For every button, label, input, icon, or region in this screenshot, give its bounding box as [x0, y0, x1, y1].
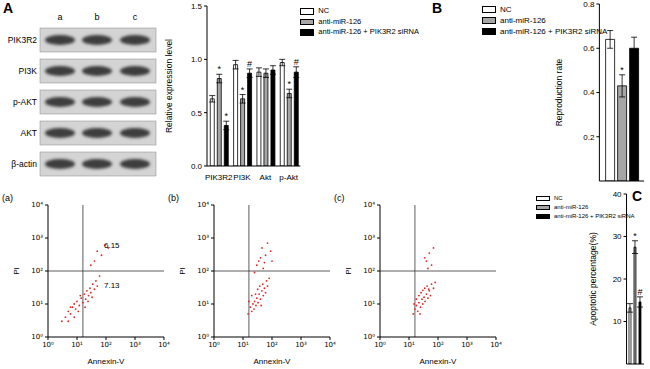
svg-text:10⁴: 10⁴ — [324, 341, 336, 349]
svg-text:Reproduction rate: Reproduction rate — [554, 58, 564, 126]
html-text:B: B — [432, 0, 443, 16]
svg-text:10²: 10² — [363, 267, 375, 275]
svg-text:10⁴: 10⁴ — [490, 341, 502, 349]
svg-text:10⁰: 10⁰ — [374, 341, 386, 349]
svg-text:10¹: 10¹ — [71, 341, 83, 349]
svg-text:p-Akt: p-Akt — [279, 173, 298, 182]
html-text:C: C — [632, 188, 643, 204]
svg-text:10⁰: 10⁰ — [208, 341, 220, 349]
svg-text:10³: 10³ — [31, 234, 43, 242]
html-text:anti-miR-126: anti-miR-126 — [500, 16, 546, 25]
html-text:anti-miR-126 + PIK3R2 siRNA: anti-miR-126 + PIK3R2 siRNA — [318, 27, 419, 36]
svg-text:10²: 10² — [100, 341, 112, 349]
svg-text:10⁴: 10⁴ — [158, 341, 170, 349]
svg-text:*: * — [620, 65, 624, 75]
svg-text:PIK3R2: PIK3R2 — [8, 35, 38, 45]
svg-text:10⁰: 10⁰ — [197, 333, 209, 341]
html-text:(c): (c) — [334, 193, 345, 203]
svg-text:30: 30 — [613, 232, 622, 241]
svg-text:p-AKT: p-AKT — [13, 97, 37, 107]
svg-text:PIK3R2: PIK3R2 — [205, 173, 233, 182]
svg-text:0.8: 0.8 — [583, 0, 595, 9]
svg-text:10³: 10³ — [129, 341, 141, 349]
svg-text:0.6: 0.6 — [583, 44, 595, 53]
svg-text:*: * — [218, 64, 222, 74]
svg-text:10¹: 10¹ — [403, 341, 415, 349]
svg-text:10²: 10² — [266, 341, 278, 349]
svg-text:*: * — [225, 111, 229, 121]
svg-text:0.0: 0.0 — [191, 162, 203, 171]
svg-text:10²: 10² — [432, 341, 444, 349]
svg-text:a: a — [57, 12, 62, 22]
html-text:NC: NC — [500, 5, 512, 14]
svg-text:c: c — [133, 12, 138, 22]
svg-text:10¹: 10¹ — [31, 300, 43, 308]
svg-text:10⁴: 10⁴ — [31, 201, 43, 209]
svg-text:0.5: 0.5 — [191, 109, 203, 118]
html-text:anti-miR-126 + PIK3R2 siRNA: anti-miR-126 + PIK3R2 siRNA — [554, 213, 635, 219]
svg-text:10¹: 10¹ — [197, 300, 209, 308]
html-text:6.15: 6.15 — [104, 241, 120, 250]
html-text:NC: NC — [318, 6, 330, 15]
svg-text:10²: 10² — [197, 267, 209, 275]
svg-text:10³: 10³ — [295, 341, 307, 349]
svg-text:PI3K: PI3K — [19, 66, 38, 76]
svg-text:10⁴: 10⁴ — [363, 201, 375, 209]
svg-text:*: * — [633, 231, 637, 241]
svg-text:10¹: 10¹ — [363, 300, 375, 308]
html-text:(a): (a) — [2, 193, 13, 203]
svg-text:0.4: 0.4 — [583, 88, 595, 97]
svg-text:20: 20 — [613, 275, 622, 284]
svg-text:Annexin-V: Annexin-V — [254, 357, 292, 365]
svg-text:10³: 10³ — [461, 341, 473, 349]
html-text:7.13: 7.13 — [104, 281, 120, 290]
svg-text:#: # — [294, 57, 299, 67]
svg-text:Annexin-V: Annexin-V — [420, 357, 458, 365]
html-text:A: A — [3, 0, 14, 16]
svg-text:AKT: AKT — [20, 128, 37, 138]
svg-text:PI3K: PI3K — [233, 173, 251, 182]
svg-text:10³: 10³ — [197, 234, 209, 242]
html-text:(b): (b) — [168, 193, 179, 203]
svg-text:0.2: 0.2 — [583, 133, 595, 142]
html-text:anti-miR-126: anti-miR-126 — [554, 204, 589, 210]
html-text:anti-miR-126 + PIK3R2 siRNA: anti-miR-126 + PIK3R2 siRNA — [500, 27, 608, 36]
svg-text:#: # — [637, 287, 642, 297]
svg-text:10³: 10³ — [363, 234, 375, 242]
svg-text:Annexin-V: Annexin-V — [88, 357, 126, 365]
svg-text:Apoptotic percentage(%): Apoptotic percentage(%) — [588, 232, 598, 326]
svg-text:10⁰: 10⁰ — [42, 341, 54, 349]
svg-text:10: 10 — [613, 317, 622, 326]
svg-text:*: * — [241, 85, 245, 95]
svg-text:10²: 10² — [31, 267, 43, 275]
svg-text:10⁰: 10⁰ — [363, 333, 375, 341]
svg-text:10¹: 10¹ — [237, 341, 249, 349]
svg-text:β-actin: β-actin — [11, 159, 37, 169]
svg-text:PI: PI — [178, 267, 187, 275]
svg-text:PI: PI — [344, 267, 353, 275]
svg-text:40: 40 — [613, 190, 622, 199]
html-text:anti-miR-126: anti-miR-126 — [318, 16, 362, 26]
svg-text:1.0: 1.0 — [191, 55, 203, 64]
svg-text:*: * — [288, 79, 292, 89]
svg-text:10⁴: 10⁴ — [197, 201, 209, 209]
svg-text:10⁰: 10⁰ — [31, 333, 43, 341]
svg-text:b: b — [94, 12, 99, 22]
svg-text:PI: PI — [12, 267, 21, 275]
html-text:NC: NC — [554, 195, 563, 201]
svg-text:1.5: 1.5 — [191, 2, 203, 11]
svg-text:Relative expression level: Relative expression level — [164, 39, 174, 133]
svg-text:#: # — [247, 59, 252, 69]
svg-text:Akt: Akt — [260, 173, 272, 182]
